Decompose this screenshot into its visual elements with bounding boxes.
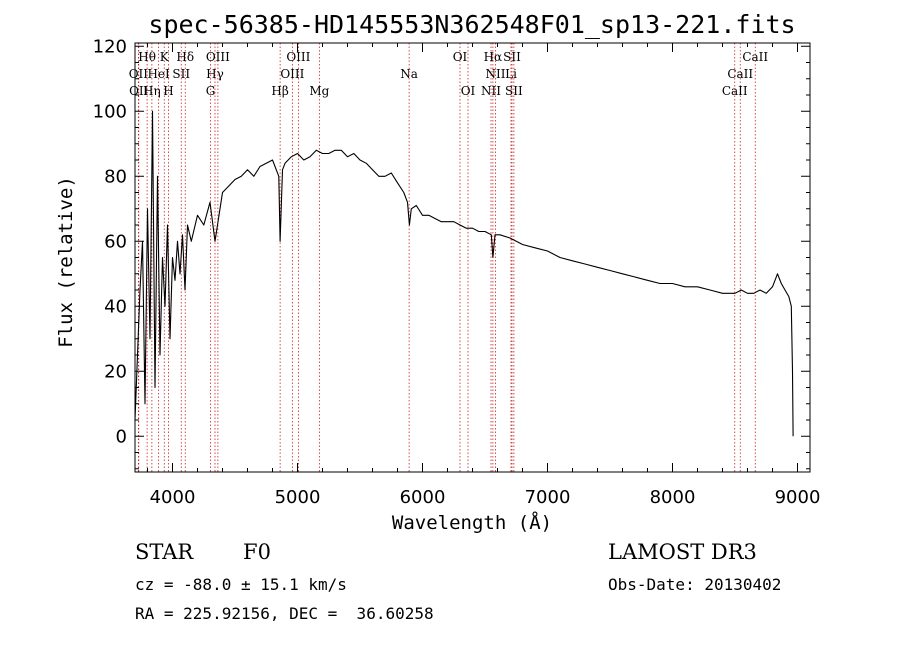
x-axis-label: Wavelength (Å) <box>392 511 552 534</box>
line-label: OI <box>461 84 476 98</box>
y-tick-label: 80 <box>104 166 127 187</box>
line-label: CaII <box>722 84 748 98</box>
line-label: SII <box>172 67 190 81</box>
y-tick-label: 40 <box>104 296 127 317</box>
y-tick-label: 100 <box>93 101 127 122</box>
x-tick-label: 9000 <box>775 487 821 508</box>
y-tick-label: 20 <box>104 361 127 382</box>
line-label: CaII <box>727 67 753 81</box>
line-label: Hη <box>143 84 161 98</box>
spectral-subclass: F0 <box>243 540 271 564</box>
plot-frame <box>134 42 811 473</box>
object-type: STAR <box>135 540 194 564</box>
line-label: Hα <box>484 50 503 64</box>
redshift-info: cz = -88.0 ± 15.1 km/s <box>135 575 347 594</box>
y-tick-label: 60 <box>104 231 127 252</box>
spectrum-series-line <box>134 110 794 437</box>
x-tick-label: 6000 <box>400 487 446 508</box>
line-label: Hθ <box>138 50 156 64</box>
line-label: Na <box>400 67 418 81</box>
x-axis: 4000 5000 6000 7000 8000 9000 <box>147 43 821 508</box>
line-label: OIII <box>286 50 310 64</box>
x-tick-label: 4000 <box>150 487 196 508</box>
line-label: NII <box>481 84 501 98</box>
y-tick-label: 0 <box>116 426 127 447</box>
line-label: OII <box>129 84 149 98</box>
line-label: Li <box>505 67 517 81</box>
x-tick-label: 7000 <box>525 487 571 508</box>
survey-name: LAMOST DR3 <box>608 540 757 564</box>
line-label: OIII <box>206 50 230 64</box>
line-label: G <box>206 84 216 98</box>
line-label: CaII <box>742 50 768 64</box>
line-label: Hδ <box>176 50 194 64</box>
coordinates: RA = 225.92156, DEC = 36.60258 <box>135 604 434 623</box>
line-label: NII <box>486 67 506 81</box>
line-label: K <box>160 50 170 64</box>
line-label: SII <box>505 84 523 98</box>
x-tick-label: 5000 <box>275 487 321 508</box>
y-axis: 0 20 40 60 80 100 120 <box>93 36 810 470</box>
line-label: Mg <box>309 84 329 98</box>
line-label: OIII <box>280 67 304 81</box>
line-label: HeI <box>147 67 170 81</box>
line-label: SII <box>503 50 521 64</box>
observation-date: Obs-Date: 20130402 <box>608 575 782 594</box>
line-label: H <box>163 84 173 98</box>
spectral-line-markers <box>137 43 756 472</box>
line-label: OI <box>453 50 468 64</box>
line-label: Hβ <box>271 84 288 98</box>
x-tick-label: 8000 <box>650 487 696 508</box>
line-label: OII <box>129 67 149 81</box>
y-axis-label: Flux (relative) <box>55 176 77 348</box>
line-label: Hγ <box>206 67 224 81</box>
y-tick-label: 120 <box>93 36 127 57</box>
chart-title: spec-56385-HD145553N362548F01_sp13-221.f… <box>148 10 795 39</box>
